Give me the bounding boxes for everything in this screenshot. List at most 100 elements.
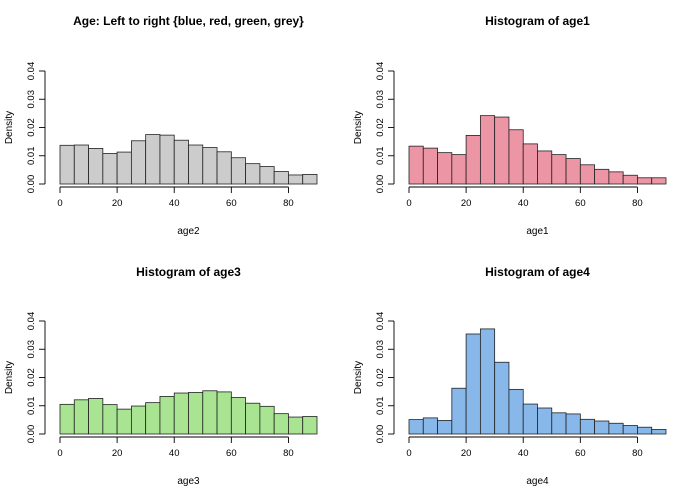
x-tick-label: 80	[283, 448, 294, 459]
x-tick-label: 60	[226, 448, 237, 459]
chart-title: Age: Left to right {blue, red, green, gr…	[73, 14, 304, 28]
histogram-bar	[159, 134, 175, 185]
histogram-bar	[408, 419, 424, 435]
chart-panel-4: Histogram of age4 0 20 40 60 80 age4 0.00 0.01 0.…	[353, 265, 667, 487]
x-tick-label: 0	[57, 198, 62, 209]
histogram-bar	[437, 152, 453, 185]
histogram-bar	[651, 429, 667, 435]
histogram-bar	[579, 164, 596, 185]
x-tick-label: 80	[632, 448, 643, 459]
x-tick-label: 20	[461, 448, 472, 459]
histogram-bar	[508, 388, 524, 435]
histogram-bar	[579, 418, 596, 435]
x-tick-label: 80	[283, 198, 294, 209]
x-tick-label: 20	[112, 198, 123, 209]
histogram-bar	[145, 134, 161, 185]
x-tick-label: 40	[169, 198, 180, 209]
histogram-bar	[230, 157, 247, 185]
histogram-bar	[230, 397, 247, 435]
x-tick-label: 60	[226, 198, 237, 209]
histogram-bar	[145, 402, 161, 435]
y-tick-label: 0.01	[26, 397, 37, 416]
histogram-bar	[522, 143, 538, 185]
y-tick-label: 0.03	[26, 90, 37, 109]
y-tick-label: 0.01	[375, 397, 386, 416]
histogram-bar	[465, 135, 481, 185]
y-axis-label: Density	[353, 361, 364, 394]
histogram-bar	[259, 166, 275, 185]
chart-panel-3: Histogram of age3 0 20 40 60 80 age3 0.00 0.01 0.…	[4, 265, 318, 487]
chart-title: Histogram of age1	[485, 14, 590, 28]
histogram-bar	[273, 171, 289, 185]
histogram-bar	[173, 139, 189, 185]
histogram-bar	[622, 174, 638, 185]
histogram-bar	[88, 148, 104, 185]
x-axis-label: age4	[526, 476, 549, 487]
histogram-bar	[116, 151, 132, 185]
histogram-bar	[651, 177, 667, 185]
y-tick-label: 0.00	[375, 425, 386, 444]
histogram-bar	[59, 403, 75, 435]
y-tick-label: 0.03	[375, 340, 386, 359]
y-tick-label: 0.00	[26, 175, 37, 194]
histogram-bar	[608, 422, 624, 435]
histogram-bar	[202, 390, 218, 435]
histogram-bar	[551, 412, 567, 435]
x-tick-label: 0	[57, 448, 62, 459]
y-tick-label: 0.00	[26, 425, 37, 444]
histogram-bar	[437, 420, 453, 435]
x-tick-label: 40	[518, 198, 529, 209]
histogram-bar	[188, 392, 204, 435]
x-tick-label: 0	[406, 448, 411, 459]
y-tick-label: 0.02	[375, 118, 386, 137]
chart-title: Histogram of age4	[485, 265, 590, 279]
y-tick-label: 0.04	[26, 62, 37, 81]
histogram-bar	[565, 158, 581, 185]
x-tick-label: 20	[461, 198, 472, 209]
x-tick-label: 40	[169, 448, 180, 459]
y-tick-label: 0.04	[375, 62, 386, 81]
histogram-bar	[202, 147, 218, 185]
x-axis-label: age2	[177, 226, 200, 237]
x-axis-label: age3	[177, 476, 200, 487]
histogram-bar	[565, 413, 581, 435]
histogram-bar	[73, 399, 89, 435]
x-tick-label: 40	[518, 448, 529, 459]
histogram-bar	[451, 387, 467, 435]
y-tick-label: 0.03	[26, 340, 37, 359]
histogram-bar	[259, 405, 275, 435]
x-tick-label: 0	[406, 198, 411, 209]
histogram-bar	[551, 154, 567, 185]
y-tick-label: 0.04	[26, 312, 37, 331]
histogram-bar	[494, 361, 510, 435]
histogram-bar	[245, 163, 261, 185]
histogram-bar	[302, 416, 318, 435]
histogram-bar	[537, 407, 553, 435]
histogram-bar	[637, 426, 653, 435]
histogram-bar	[422, 417, 438, 435]
histogram-bar	[288, 174, 304, 185]
histogram-bar	[594, 168, 610, 185]
histogram-bar	[479, 328, 496, 435]
histogram-bar	[116, 408, 132, 435]
histogram-bar	[102, 404, 118, 435]
x-tick-label: 60	[575, 448, 586, 459]
histogram-bar	[408, 145, 424, 185]
histogram-bar	[465, 333, 481, 435]
histogram-bar	[537, 150, 553, 185]
x-tick-label: 20	[112, 448, 123, 459]
histogram-bar	[88, 398, 104, 435]
chart-panel-1: Age: Left to right {blue, red, green, gr…	[4, 14, 318, 237]
histogram-bar	[508, 129, 524, 185]
histogram-bar	[288, 416, 304, 435]
y-tick-label: 0.02	[375, 368, 386, 387]
histogram-bar	[451, 154, 467, 185]
histogram-bar	[102, 153, 118, 185]
y-axis-label: Density	[353, 111, 364, 144]
histogram-bar	[637, 177, 653, 185]
y-tick-label: 0.01	[375, 147, 386, 166]
y-axis-label: Density	[4, 361, 15, 394]
histogram-bar	[422, 147, 438, 185]
histogram-bar	[479, 115, 496, 185]
